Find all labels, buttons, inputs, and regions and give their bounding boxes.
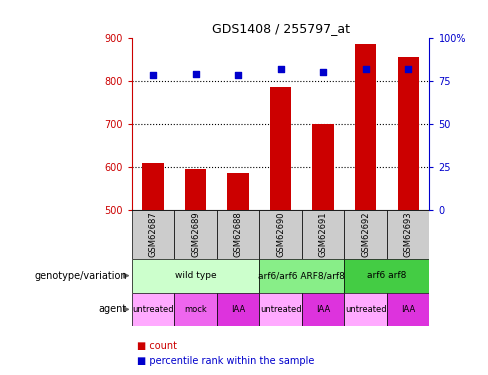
Bar [302,210,345,259]
Bar [174,210,217,259]
Bar [132,292,174,326]
Bar [142,163,163,210]
Text: genotype/variation: genotype/variation [34,271,127,280]
Point [362,66,369,72]
Bar [217,292,259,326]
Bar [217,210,259,259]
Bar [345,210,387,259]
Bar [259,259,345,292]
Bar [185,169,206,210]
Bar [174,292,217,326]
Text: mock: mock [184,305,207,314]
Bar [259,292,302,326]
Bar [345,259,429,292]
Text: untreated: untreated [345,305,386,314]
Text: IAA: IAA [316,305,330,314]
Text: wild type: wild type [175,271,216,280]
Text: ■ count: ■ count [137,340,177,351]
Text: GSM62689: GSM62689 [191,211,200,257]
Text: IAA: IAA [401,305,415,314]
Point [149,72,157,78]
Text: GSM62687: GSM62687 [148,211,158,257]
Bar [270,87,291,210]
Text: GSM62690: GSM62690 [276,211,285,257]
Bar [312,124,334,210]
Text: GSM62692: GSM62692 [361,211,370,257]
Text: agent: agent [99,304,127,314]
Point [192,71,200,77]
Point [319,69,327,75]
Bar [259,210,302,259]
Bar [132,259,259,292]
Title: GDS1408 / 255797_at: GDS1408 / 255797_at [212,22,349,35]
Bar [345,292,387,326]
Text: GSM62693: GSM62693 [404,211,413,257]
Bar [302,292,345,326]
Point [404,66,412,72]
Text: arf6 arf8: arf6 arf8 [367,271,407,280]
Point [277,66,285,72]
Text: GSM62691: GSM62691 [319,211,327,257]
Text: untreated: untreated [132,305,174,314]
Text: ■ percentile rank within the sample: ■ percentile rank within the sample [137,356,314,366]
Text: IAA: IAA [231,305,245,314]
Bar [132,210,174,259]
Point [234,72,242,78]
Bar [398,57,419,210]
Text: arf6/arf6 ARF8/arf8: arf6/arf6 ARF8/arf8 [259,271,346,280]
Bar [355,44,376,210]
Text: untreated: untreated [260,305,302,314]
Bar [387,292,429,326]
Text: GSM62688: GSM62688 [234,211,243,257]
Bar [227,173,249,210]
Bar [387,210,429,259]
